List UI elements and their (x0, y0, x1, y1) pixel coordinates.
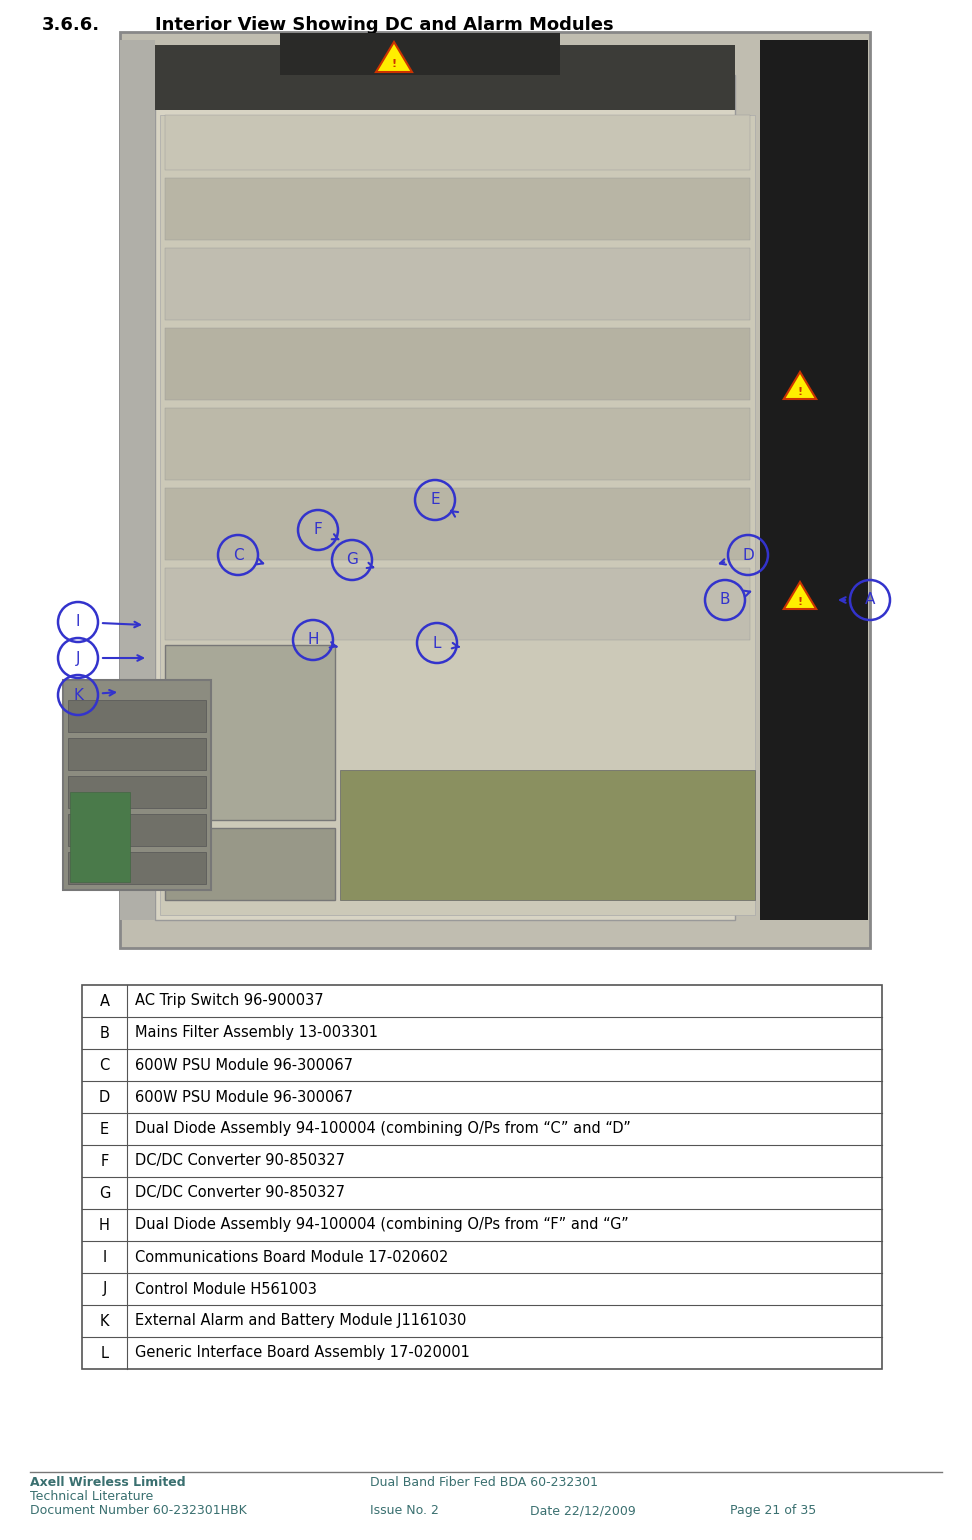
Text: 3.6.6.: 3.6.6. (42, 15, 100, 34)
FancyBboxPatch shape (760, 40, 868, 919)
Text: E: E (431, 493, 439, 508)
Text: K: K (73, 687, 83, 702)
FancyBboxPatch shape (165, 829, 335, 899)
Text: DC/DC Converter 90-850327: DC/DC Converter 90-850327 (135, 1153, 345, 1169)
Text: B: B (99, 1026, 110, 1041)
FancyBboxPatch shape (68, 776, 206, 808)
Polygon shape (376, 42, 412, 72)
FancyBboxPatch shape (165, 328, 750, 400)
Text: Date 22/12/2009: Date 22/12/2009 (530, 1505, 636, 1517)
FancyBboxPatch shape (68, 738, 206, 770)
FancyBboxPatch shape (340, 770, 755, 899)
Text: Document Number 60-232301HBK: Document Number 60-232301HBK (30, 1505, 247, 1517)
Text: E: E (100, 1121, 109, 1137)
Text: Dual Diode Assembly 94-100004 (combining O/Ps from “F” and “G”: Dual Diode Assembly 94-100004 (combining… (135, 1218, 629, 1232)
Text: J: J (76, 650, 81, 665)
Text: L: L (433, 636, 441, 650)
Text: G: G (346, 553, 358, 568)
Text: B: B (719, 593, 730, 607)
Text: External Alarm and Battery Module J1161030: External Alarm and Battery Module J11610… (135, 1314, 467, 1329)
Text: Control Module H561003: Control Module H561003 (135, 1281, 317, 1297)
FancyBboxPatch shape (160, 116, 755, 915)
FancyBboxPatch shape (120, 32, 870, 949)
Polygon shape (783, 582, 816, 608)
Text: Dual Diode Assembly 94-100004 (combining O/Ps from “C” and “D”: Dual Diode Assembly 94-100004 (combining… (135, 1121, 631, 1137)
FancyBboxPatch shape (165, 248, 750, 320)
Text: H: H (99, 1218, 110, 1232)
FancyBboxPatch shape (165, 116, 750, 169)
Text: D: D (743, 548, 754, 562)
FancyBboxPatch shape (155, 75, 735, 919)
FancyBboxPatch shape (63, 681, 211, 890)
Text: Issue No. 2: Issue No. 2 (370, 1505, 439, 1517)
Text: Axell Wireless Limited: Axell Wireless Limited (30, 1475, 186, 1489)
FancyBboxPatch shape (68, 701, 206, 732)
FancyBboxPatch shape (165, 179, 750, 240)
FancyBboxPatch shape (155, 45, 735, 109)
Text: Communications Board Module 17-020602: Communications Board Module 17-020602 (135, 1249, 448, 1264)
Text: F: F (314, 522, 323, 537)
FancyBboxPatch shape (68, 815, 206, 845)
Text: !: ! (797, 387, 803, 397)
Text: !: ! (392, 59, 397, 69)
Text: 600W PSU Module 96-300067: 600W PSU Module 96-300067 (135, 1089, 353, 1104)
Text: H: H (307, 633, 319, 647)
Text: Dual Band Fiber Fed BDA 60-232301: Dual Band Fiber Fed BDA 60-232301 (370, 1475, 598, 1489)
Text: F: F (100, 1153, 109, 1169)
Text: C: C (99, 1058, 110, 1072)
Text: A: A (99, 993, 110, 1009)
Text: I: I (76, 614, 81, 630)
Text: Page 21 of 35: Page 21 of 35 (730, 1505, 816, 1517)
Polygon shape (783, 373, 816, 399)
FancyBboxPatch shape (165, 568, 750, 641)
Text: Generic Interface Board Assembly 17-020001: Generic Interface Board Assembly 17-0200… (135, 1346, 469, 1360)
FancyBboxPatch shape (280, 32, 560, 75)
Text: DC/DC Converter 90-850327: DC/DC Converter 90-850327 (135, 1186, 345, 1201)
Text: Technical Literature: Technical Literature (30, 1491, 154, 1503)
Text: K: K (100, 1314, 109, 1329)
Text: A: A (865, 593, 875, 607)
FancyBboxPatch shape (68, 852, 206, 884)
FancyBboxPatch shape (120, 40, 155, 919)
FancyBboxPatch shape (70, 792, 130, 882)
Text: D: D (99, 1089, 110, 1104)
FancyBboxPatch shape (165, 645, 335, 819)
Text: C: C (232, 548, 243, 562)
FancyBboxPatch shape (165, 488, 750, 561)
Text: J: J (102, 1281, 107, 1297)
Text: I: I (102, 1249, 107, 1264)
Text: !: ! (797, 598, 803, 607)
Text: G: G (99, 1186, 110, 1201)
Text: L: L (100, 1346, 109, 1360)
FancyBboxPatch shape (82, 986, 882, 1369)
Text: AC Trip Switch 96-900037: AC Trip Switch 96-900037 (135, 993, 324, 1009)
Text: Mains Filter Assembly 13-003301: Mains Filter Assembly 13-003301 (135, 1026, 378, 1041)
Text: 600W PSU Module 96-300067: 600W PSU Module 96-300067 (135, 1058, 353, 1072)
FancyBboxPatch shape (165, 408, 750, 480)
Text: Interior View Showing DC and Alarm Modules: Interior View Showing DC and Alarm Modul… (155, 15, 613, 34)
